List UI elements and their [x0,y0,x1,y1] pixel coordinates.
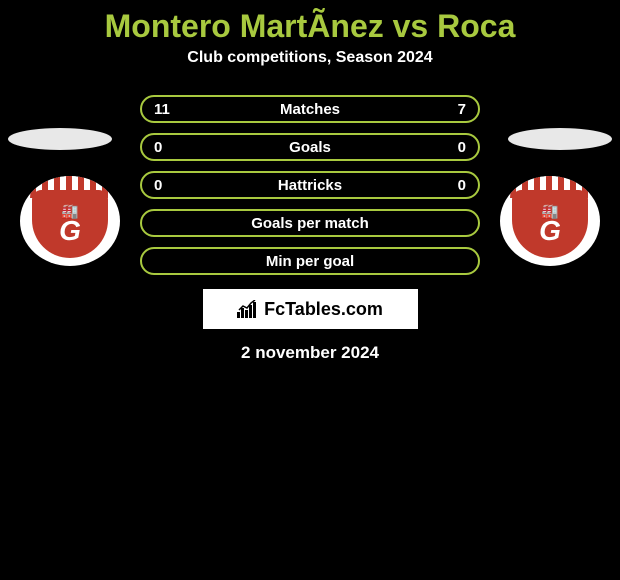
stat-row-min-per-goal: Min per goal [140,247,480,275]
stat-row-goals: 0 Goals 0 [140,133,480,161]
comparison-title: Montero MartÃ­nez vs Roca [0,0,620,49]
stat-label: Goals per match [251,215,369,232]
stat-row-goals-per-match: Goals per match [140,209,480,237]
stat-left-value: 11 [154,101,184,118]
stat-label: Goals [289,139,331,156]
badge-letter-right: G [539,218,561,243]
site-name: FcTables.com [264,299,383,320]
stat-row-hattricks: 0 Hattricks 0 [140,171,480,199]
stat-left-value: 0 [154,177,184,194]
comparison-subtitle: Club competitions, Season 2024 [0,49,620,67]
badge-letter-left: G [59,218,81,243]
player-left-shadow [8,128,112,150]
comparison-date: 2 november 2024 [0,343,620,363]
stat-label: Min per goal [266,253,354,270]
chart-icon [237,300,259,318]
stat-row-matches: 11 Matches 7 [140,95,480,123]
stat-left-value: 0 [154,139,184,156]
club-badge-left: 🏭 G [20,176,120,266]
stat-right-value: 7 [436,101,466,118]
player-right-shadow [508,128,612,150]
site-attribution[interactable]: FcTables.com [203,289,418,329]
stat-right-value: 0 [436,139,466,156]
stat-label: Hattricks [278,177,342,194]
stat-right-value: 0 [436,177,466,194]
club-badge-right: 🏭 G [500,176,600,266]
stat-label: Matches [280,101,340,118]
